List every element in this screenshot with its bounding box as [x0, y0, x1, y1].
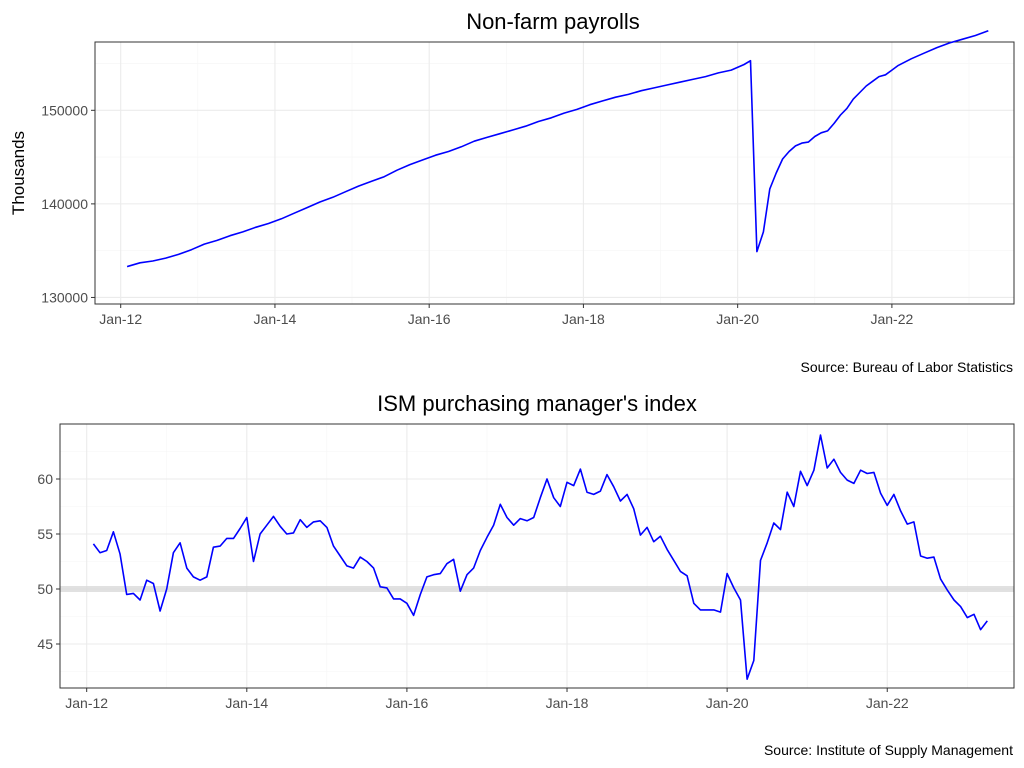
panel-background: [60, 424, 1014, 688]
y-tick-label: 140000: [41, 196, 88, 212]
x-tick-label: Jan-20: [706, 695, 749, 711]
y-axis-ism: 45 50 55 60: [37, 471, 60, 652]
y-tick-label: 50: [37, 581, 53, 597]
series-payrolls: [126, 30, 989, 268]
chart-title-payrolls: Non-farm payrolls: [466, 9, 640, 34]
series-line: [92, 434, 988, 681]
y-tick-label: 55: [37, 526, 53, 542]
y-tick-label: 130000: [41, 289, 88, 305]
panel-background: [95, 42, 1014, 304]
y-axis-payrolls: 130000 140000 150000: [41, 102, 95, 305]
x-tick-label: Jan-16: [408, 311, 451, 327]
x-tick-label: Jan-14: [254, 311, 297, 327]
y-axis-label-payrolls: Thousands: [9, 131, 28, 215]
panel-border-payrolls: [94, 41, 1015, 305]
grid-payrolls: [95, 42, 1014, 304]
x-tick-label: Jan-12: [99, 311, 142, 327]
x-tick-label: Jan-20: [716, 311, 759, 327]
y-tick-label: 45: [37, 636, 53, 652]
x-tick-label: Jan-14: [225, 695, 268, 711]
panel-border-ism: [59, 423, 1015, 689]
x-tick-label: Jan-22: [870, 311, 913, 327]
chart-title-ism: ISM purchasing manager's index: [377, 391, 697, 416]
x-axis-payrolls: Jan-12 Jan-14 Jan-16 Jan-18 Jan-20 Jan-22: [99, 304, 914, 327]
x-tick-label: Jan-12: [65, 695, 108, 711]
x-axis-ism: Jan-12 Jan-14 Jan-16 Jan-18 Jan-20 Jan-22: [65, 688, 909, 711]
x-tick-label: Jan-22: [866, 695, 909, 711]
x-tick-label: Jan-18: [562, 311, 605, 327]
series-ism: [92, 434, 988, 681]
x-tick-label: Jan-18: [546, 695, 589, 711]
series-line: [126, 30, 989, 268]
y-tick-label: 60: [37, 471, 53, 487]
caption-ism: Source: Institute of Supply Management: [764, 742, 1013, 758]
x-tick-label: Jan-16: [386, 695, 429, 711]
y-tick-label: 150000: [41, 102, 88, 118]
grid-ism: [60, 424, 1014, 688]
caption-payrolls: Source: Bureau of Labor Statistics: [801, 359, 1013, 375]
